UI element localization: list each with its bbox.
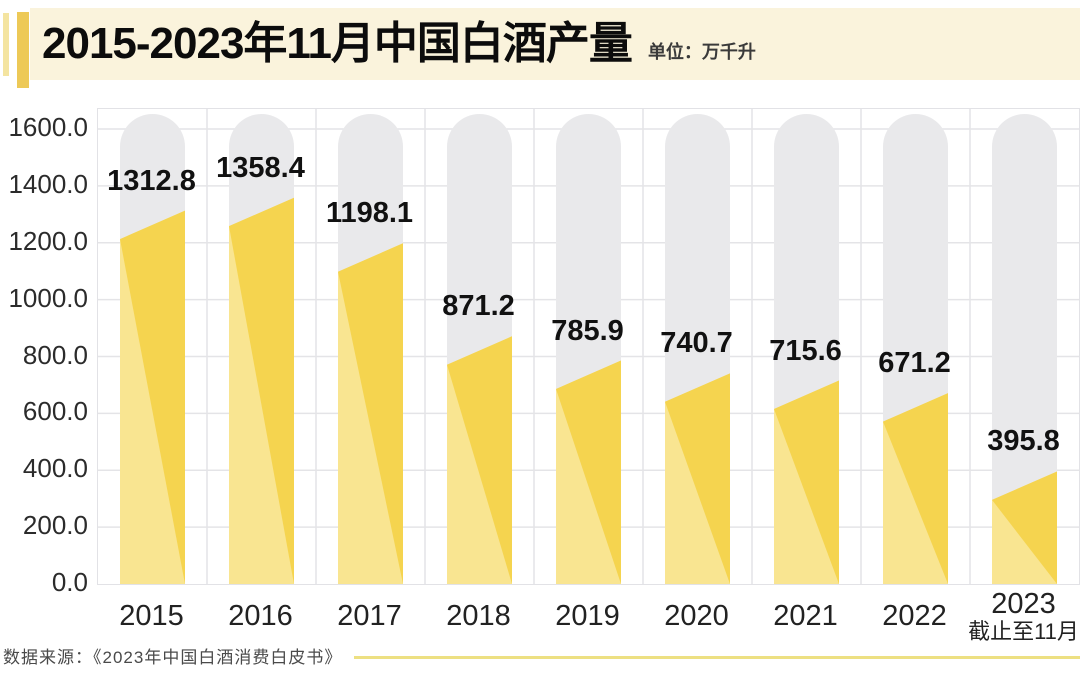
header-accent-gold-bar	[17, 12, 29, 88]
ytick-400.0: 400.0	[22, 453, 88, 484]
xtick-2022: 2022	[882, 600, 947, 632]
ytick-1600.0: 1600.0	[8, 112, 88, 142]
footer: 数据来源：《2023年中国白酒消费白皮书》	[3, 643, 1080, 668]
bar-dark-2022	[883, 393, 948, 584]
header-band: 2015-2023年11月中国白酒产量 单位：万千升	[30, 8, 1080, 80]
bar-chart-canvas	[98, 109, 1079, 584]
xtick-2016: 2016	[228, 600, 293, 632]
xtick-note: 截止至11月	[968, 619, 1079, 644]
x-axis: 2015 2016 2017 2018 2019 2020 2021 2022 2023 截止至1…	[97, 590, 1079, 652]
ytick-800.0: 800.0	[22, 339, 88, 370]
header-accent-pale-bar	[3, 13, 9, 76]
bar-dark-2023	[992, 471, 1057, 584]
y-axis: 1600.0 1400.0 1200.0 1000.0 800.0 600.0 400.0 2…	[0, 108, 88, 597]
xtick-year: 2023	[991, 588, 1056, 620]
bar-dark-2019	[556, 360, 621, 584]
ytick-1000.0: 1000.0	[8, 282, 88, 313]
ytick-200.0: 200.0	[22, 510, 88, 541]
xtick-2023: 2023 截止至11月	[968, 590, 1079, 643]
unit-label: 单位：万千升	[647, 42, 756, 62]
ytick-600.0: 600.0	[22, 396, 88, 427]
bar-dark-2017	[338, 243, 403, 584]
bar-dark-2020	[665, 373, 730, 584]
xtick-2015: 2015	[119, 600, 184, 632]
xtick-2017: 2017	[337, 600, 402, 632]
footer-rule	[354, 656, 1080, 659]
pill-bg-2023	[992, 114, 1057, 584]
xtick-2018: 2018	[446, 600, 511, 632]
xtick-2020: 2020	[664, 600, 729, 632]
ytick-1200.0: 1200.0	[8, 225, 88, 256]
page-title: 2015-2023年11月中国白酒产量	[42, 19, 633, 68]
source-label: 数据来源：《2023年中国白酒消费白皮书》	[3, 648, 343, 667]
ytick-1400.0: 1400.0	[8, 168, 88, 199]
bar-dark-2021	[774, 380, 839, 584]
bar-dark-2018	[447, 336, 512, 584]
bar-dark-2015	[120, 210, 185, 584]
xtick-2021: 2021	[773, 600, 838, 632]
bar-dark-2016	[229, 197, 294, 584]
ytick-0.0: 0.0	[51, 567, 88, 597]
xtick-2019: 2019	[555, 600, 620, 632]
plot-area	[97, 108, 1080, 585]
